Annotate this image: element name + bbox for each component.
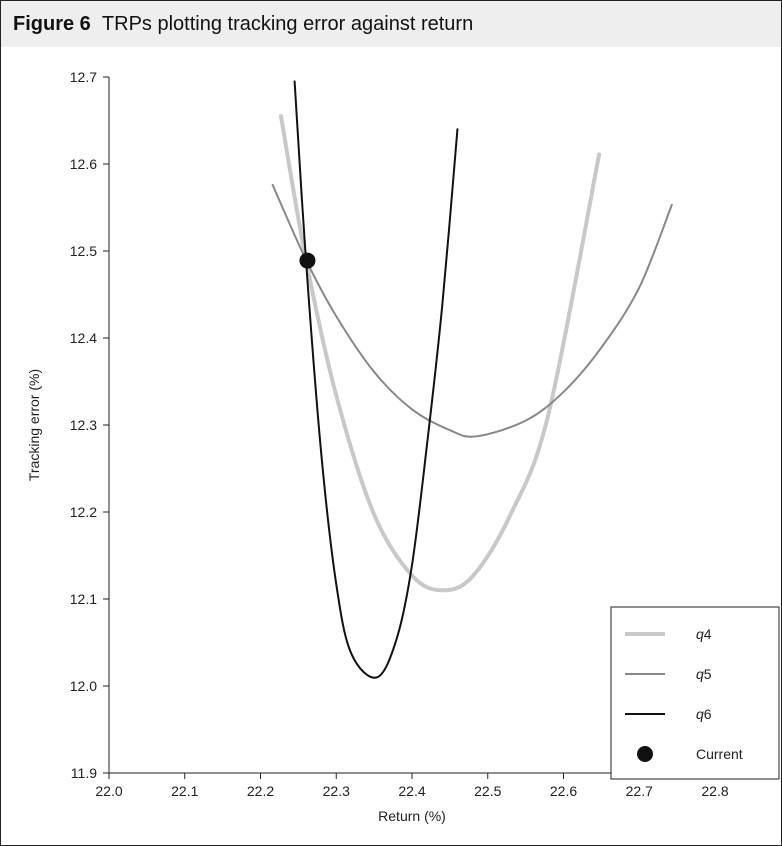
legend-label-prefix: q: [696, 706, 704, 722]
y-tick-label: 12.2: [70, 504, 97, 520]
y-tick-label: 12.0: [70, 678, 97, 694]
title-bar: Figure 6 TRPs plotting tracking error ag…: [1, 1, 781, 47]
legend-label-q5: q5: [696, 666, 712, 682]
current-point-marker: [299, 252, 316, 269]
series-layer: [271, 80, 673, 679]
y-tick-label: 12.6: [70, 156, 97, 172]
y-tick-label: 12.4: [70, 330, 97, 346]
x-tick-label: 22.5: [474, 783, 501, 799]
axes: 11.9 12.0 12.1 12.2 12.3 12.4 12.5 12.6 12.7 22.0…: [70, 69, 729, 799]
y-axis-label: Tracking error (%): [26, 369, 42, 481]
x-tick-label: 22.8: [701, 783, 728, 799]
figure-number: Figure 6: [13, 13, 91, 35]
legend-label-prefix: q: [696, 626, 704, 642]
y-tick-label: 11.9: [71, 765, 97, 781]
x-tick-label: 22.7: [626, 783, 653, 799]
x-axis-label: Return (%): [378, 808, 446, 824]
y-tick-label: 12.1: [70, 591, 97, 607]
points-layer: [299, 252, 316, 269]
series-line-q6: [293, 80, 459, 679]
figure-title: Figure 6 TRPs plotting tracking error ag…: [13, 13, 473, 36]
series-line-q5: [271, 183, 673, 438]
legend-label-q4: q4: [696, 626, 712, 642]
figure-title-text: TRPs plotting tracking error against ret…: [101, 13, 474, 35]
legend-label-suffix: 5: [704, 666, 712, 682]
x-tick-label: 22.3: [323, 783, 350, 799]
x-tick-label: 22.0: [95, 783, 122, 799]
y-tick-label: 12.3: [70, 417, 97, 433]
legend-label-suffix: 4: [704, 626, 712, 642]
x-tick-label: 22.4: [398, 783, 425, 799]
legend-label-q6: q6: [696, 706, 712, 722]
y-tick-label: 12.7: [70, 69, 97, 85]
series-line-q4: [278, 114, 602, 593]
legend-label-suffix: 6: [704, 706, 712, 722]
legend-swatch-current: [637, 746, 653, 762]
x-tick-label: 22.1: [171, 783, 198, 799]
legend-label-current: Current: [696, 746, 743, 762]
legend-label-prefix: q: [696, 666, 704, 682]
x-tick-label: 22.6: [550, 783, 577, 799]
x-tick-label: 22.2: [247, 783, 274, 799]
y-tick-label: 12.5: [70, 243, 97, 259]
